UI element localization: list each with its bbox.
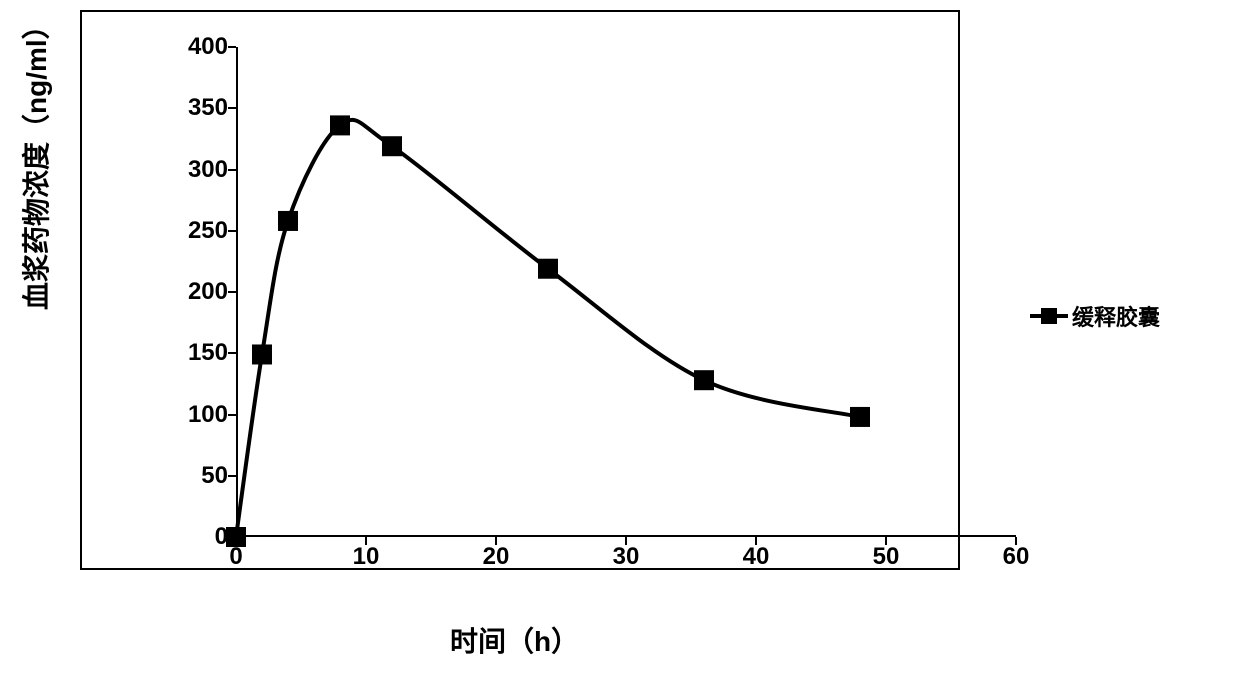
x-tick-label: 20 (483, 543, 510, 571)
y-tick (228, 230, 236, 232)
line-chart-svg (236, 47, 1016, 537)
y-tick-label: 350 (188, 94, 228, 122)
data-marker (278, 211, 298, 231)
plot-area: 0501001502002503003504000102030405060 (236, 47, 1016, 537)
y-tick-label: 50 (201, 462, 228, 490)
x-tick-label: 40 (743, 543, 770, 571)
data-marker (850, 407, 870, 427)
data-marker (694, 370, 714, 390)
x-axis-label: 时间（h） (450, 620, 579, 660)
series-line (236, 120, 860, 537)
y-tick (228, 107, 236, 109)
chart-legend: 缓释胶囊 (1030, 300, 1160, 332)
data-marker (538, 259, 558, 279)
data-marker (252, 344, 272, 364)
x-tick-label: 30 (613, 543, 640, 571)
y-tick (228, 291, 236, 293)
x-tick-label: 50 (873, 543, 900, 571)
y-tick (228, 46, 236, 48)
x-tick-label: 0 (229, 543, 242, 571)
x-tick-label: 60 (1003, 543, 1030, 571)
y-tick (228, 414, 236, 416)
y-tick-label: 400 (188, 33, 228, 61)
legend-label: 缓释胶囊 (1072, 300, 1160, 332)
legend-square-marker-icon (1041, 308, 1057, 324)
y-tick (228, 352, 236, 354)
chart-container: 0501001502002503003504000102030405060 (80, 10, 960, 570)
y-tick-label: 250 (188, 217, 228, 245)
y-tick (228, 475, 236, 477)
data-marker (330, 115, 350, 135)
y-tick-label: 0 (215, 523, 228, 551)
data-marker (382, 136, 402, 156)
y-tick-label: 300 (188, 156, 228, 184)
y-tick (228, 169, 236, 171)
y-tick-label: 200 (188, 278, 228, 306)
x-tick-label: 10 (353, 543, 380, 571)
legend-line-icon (1030, 314, 1068, 318)
y-tick-label: 150 (188, 339, 228, 367)
y-axis-label: 血浆药物浓度（ng/ml） (15, 11, 55, 310)
y-tick-label: 100 (188, 401, 228, 429)
